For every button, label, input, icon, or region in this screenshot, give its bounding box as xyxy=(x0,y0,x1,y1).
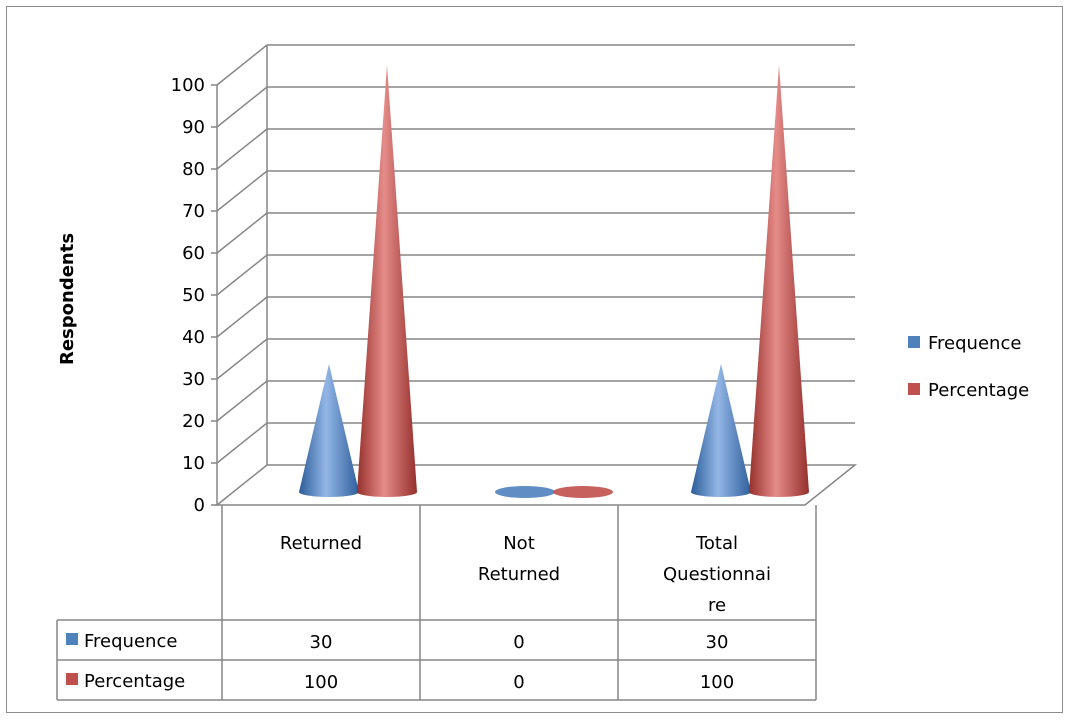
gridline-side xyxy=(216,380,268,422)
y-tick-label: 70 xyxy=(182,201,205,222)
category-label: re xyxy=(708,595,726,616)
y-tick-label: 100 xyxy=(171,75,205,96)
y-tick-label: 50 xyxy=(182,285,205,306)
y-tick-label: 90 xyxy=(182,117,205,138)
cone-base-frequence-not-returned xyxy=(495,486,555,498)
y-tick-label: 20 xyxy=(182,411,205,432)
y-tick-label: 0 xyxy=(194,495,205,516)
legend-swatch-frequence xyxy=(908,336,920,348)
cone-percentage-total-questionnaire xyxy=(749,65,809,497)
table-key-percentage xyxy=(66,673,78,685)
table-value: 100 xyxy=(304,672,338,693)
category-label: Returned xyxy=(478,564,560,585)
gridline-side xyxy=(216,44,268,86)
y-tick-label: 40 xyxy=(182,327,205,348)
legend-swatch-percentage xyxy=(908,383,920,395)
cone-frequence-returned xyxy=(299,363,359,497)
legend-label-percentage: Percentage xyxy=(928,380,1029,401)
table-series-name: Percentage xyxy=(84,671,185,692)
data-table: Returned Not Returned Total Questionnai re Fre… xyxy=(56,505,817,701)
gridline-side xyxy=(216,296,268,338)
gridline-side xyxy=(216,86,268,128)
y-axis-label: Respondents xyxy=(57,233,78,365)
table-value: 0 xyxy=(513,672,524,693)
table-value: 30 xyxy=(706,632,729,653)
gridline-side xyxy=(216,422,268,464)
table-key-frequence xyxy=(66,633,78,645)
cone-base-percentage-not-returned xyxy=(553,486,613,498)
category-label: Total xyxy=(695,533,738,554)
chart-svg: Respondents 0 10 20 30 40 50 60 70 80 90 100 Retur… xyxy=(56,44,1029,701)
cone-percentage-returned xyxy=(357,65,417,497)
table-value: 0 xyxy=(513,632,524,653)
table-value: 30 xyxy=(310,632,333,653)
table-series-name: Frequence xyxy=(84,631,177,652)
gridline-side xyxy=(216,254,268,296)
cone-frequence-total-questionnaire xyxy=(691,363,751,497)
y-tick-label: 80 xyxy=(182,159,205,180)
chart-frame: Respondents 0 10 20 30 40 50 60 70 80 90 100 Retur… xyxy=(6,6,1063,713)
legend-label-frequence: Frequence xyxy=(928,333,1021,354)
gridline-side xyxy=(216,338,268,380)
legend: Frequence Percentage xyxy=(908,333,1029,401)
gridline-side xyxy=(216,128,268,170)
y-tick-label: 60 xyxy=(182,243,205,264)
category-label: Not xyxy=(503,533,535,554)
gridline-side xyxy=(216,212,268,254)
y-tick-label: 10 xyxy=(182,453,205,474)
table-value: 100 xyxy=(700,672,734,693)
gridline-side xyxy=(216,170,268,212)
cone-marks xyxy=(299,65,809,498)
category-label: Questionnai xyxy=(663,564,771,585)
y-tick-label: 30 xyxy=(182,369,205,390)
category-label: Returned xyxy=(280,533,362,554)
